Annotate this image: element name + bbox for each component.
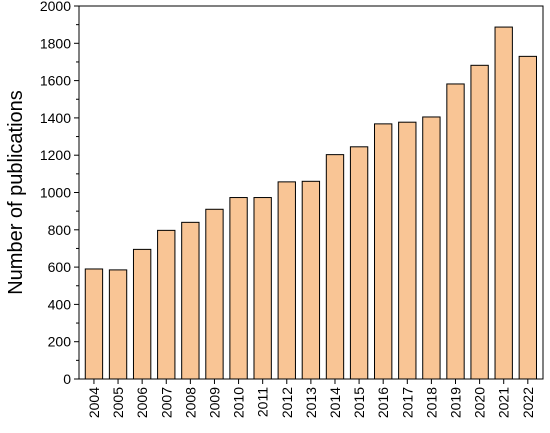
bar-2014 [325, 154, 345, 380]
plot-frame [78, 5, 544, 380]
y-tick-label: 400 [48, 296, 72, 312]
x-tick-label: 2020 [472, 387, 488, 418]
y-tick-label: 200 [48, 334, 72, 350]
x-tick-label: 2017 [399, 387, 415, 418]
y-tick-label: 600 [48, 259, 72, 275]
bar-2015 [349, 146, 369, 380]
x-tick-label: 2007 [158, 387, 174, 418]
bar-2004 [84, 268, 104, 380]
x-tick-label: 2011 [255, 387, 271, 417]
x-tick-label: 2005 [110, 387, 126, 418]
bar-2021 [494, 26, 513, 380]
bar-2019 [446, 83, 465, 380]
x-tick-label: 2006 [134, 387, 150, 418]
bar-2006 [132, 248, 152, 380]
bar-2013 [301, 180, 321, 380]
y-tick-label: 1600 [40, 73, 71, 89]
bar-2008 [181, 221, 200, 380]
x-tick-label: 2008 [182, 387, 198, 418]
bar-2010 [229, 197, 248, 380]
x-tick-label: 2019 [448, 387, 464, 418]
y-tick-label: 1000 [40, 185, 71, 201]
y-tick-label: 1200 [40, 147, 71, 163]
y-tick-label: 800 [48, 222, 72, 238]
bar-2020 [470, 64, 489, 380]
x-tick-label: 2016 [375, 387, 391, 418]
bars-group [84, 26, 537, 380]
y-tick-label: 0 [63, 371, 71, 387]
bar-2012 [277, 181, 296, 380]
x-tick-label: 2010 [231, 387, 247, 418]
x-axis: 2004 2005 2006 2007 2008 2009 2010 2011 2012 2013… [86, 379, 536, 418]
bar-2018 [422, 116, 441, 380]
x-tick-label: 2009 [206, 387, 222, 418]
y-axis-title: Number of publications [5, 90, 27, 295]
y-tick-label: 2000 [40, 0, 71, 14]
x-tick-label: 2022 [520, 387, 536, 418]
x-tick-label: 2012 [279, 387, 295, 418]
x-tick-label: 2014 [327, 387, 343, 418]
y-tick-label: 1400 [40, 110, 71, 126]
x-tick-label: 2018 [423, 387, 439, 418]
bar-2009 [205, 208, 224, 380]
bar-2005 [108, 269, 128, 380]
bar-2016 [374, 123, 393, 380]
bar-2007 [157, 229, 176, 380]
x-tick-label: 2021 [496, 387, 512, 418]
x-tick-label: 2004 [86, 387, 102, 418]
bar-2011 [253, 197, 272, 380]
x-tick-label: 2013 [303, 387, 319, 418]
y-tick-label: 1800 [40, 35, 71, 51]
bar-2017 [398, 121, 417, 380]
y-axis: 0 200 400 600 800 1000 1200 1400 1600 1800 2000 [40, 0, 79, 387]
x-tick-label: 2015 [351, 387, 367, 418]
bar-2022 [518, 55, 537, 380]
